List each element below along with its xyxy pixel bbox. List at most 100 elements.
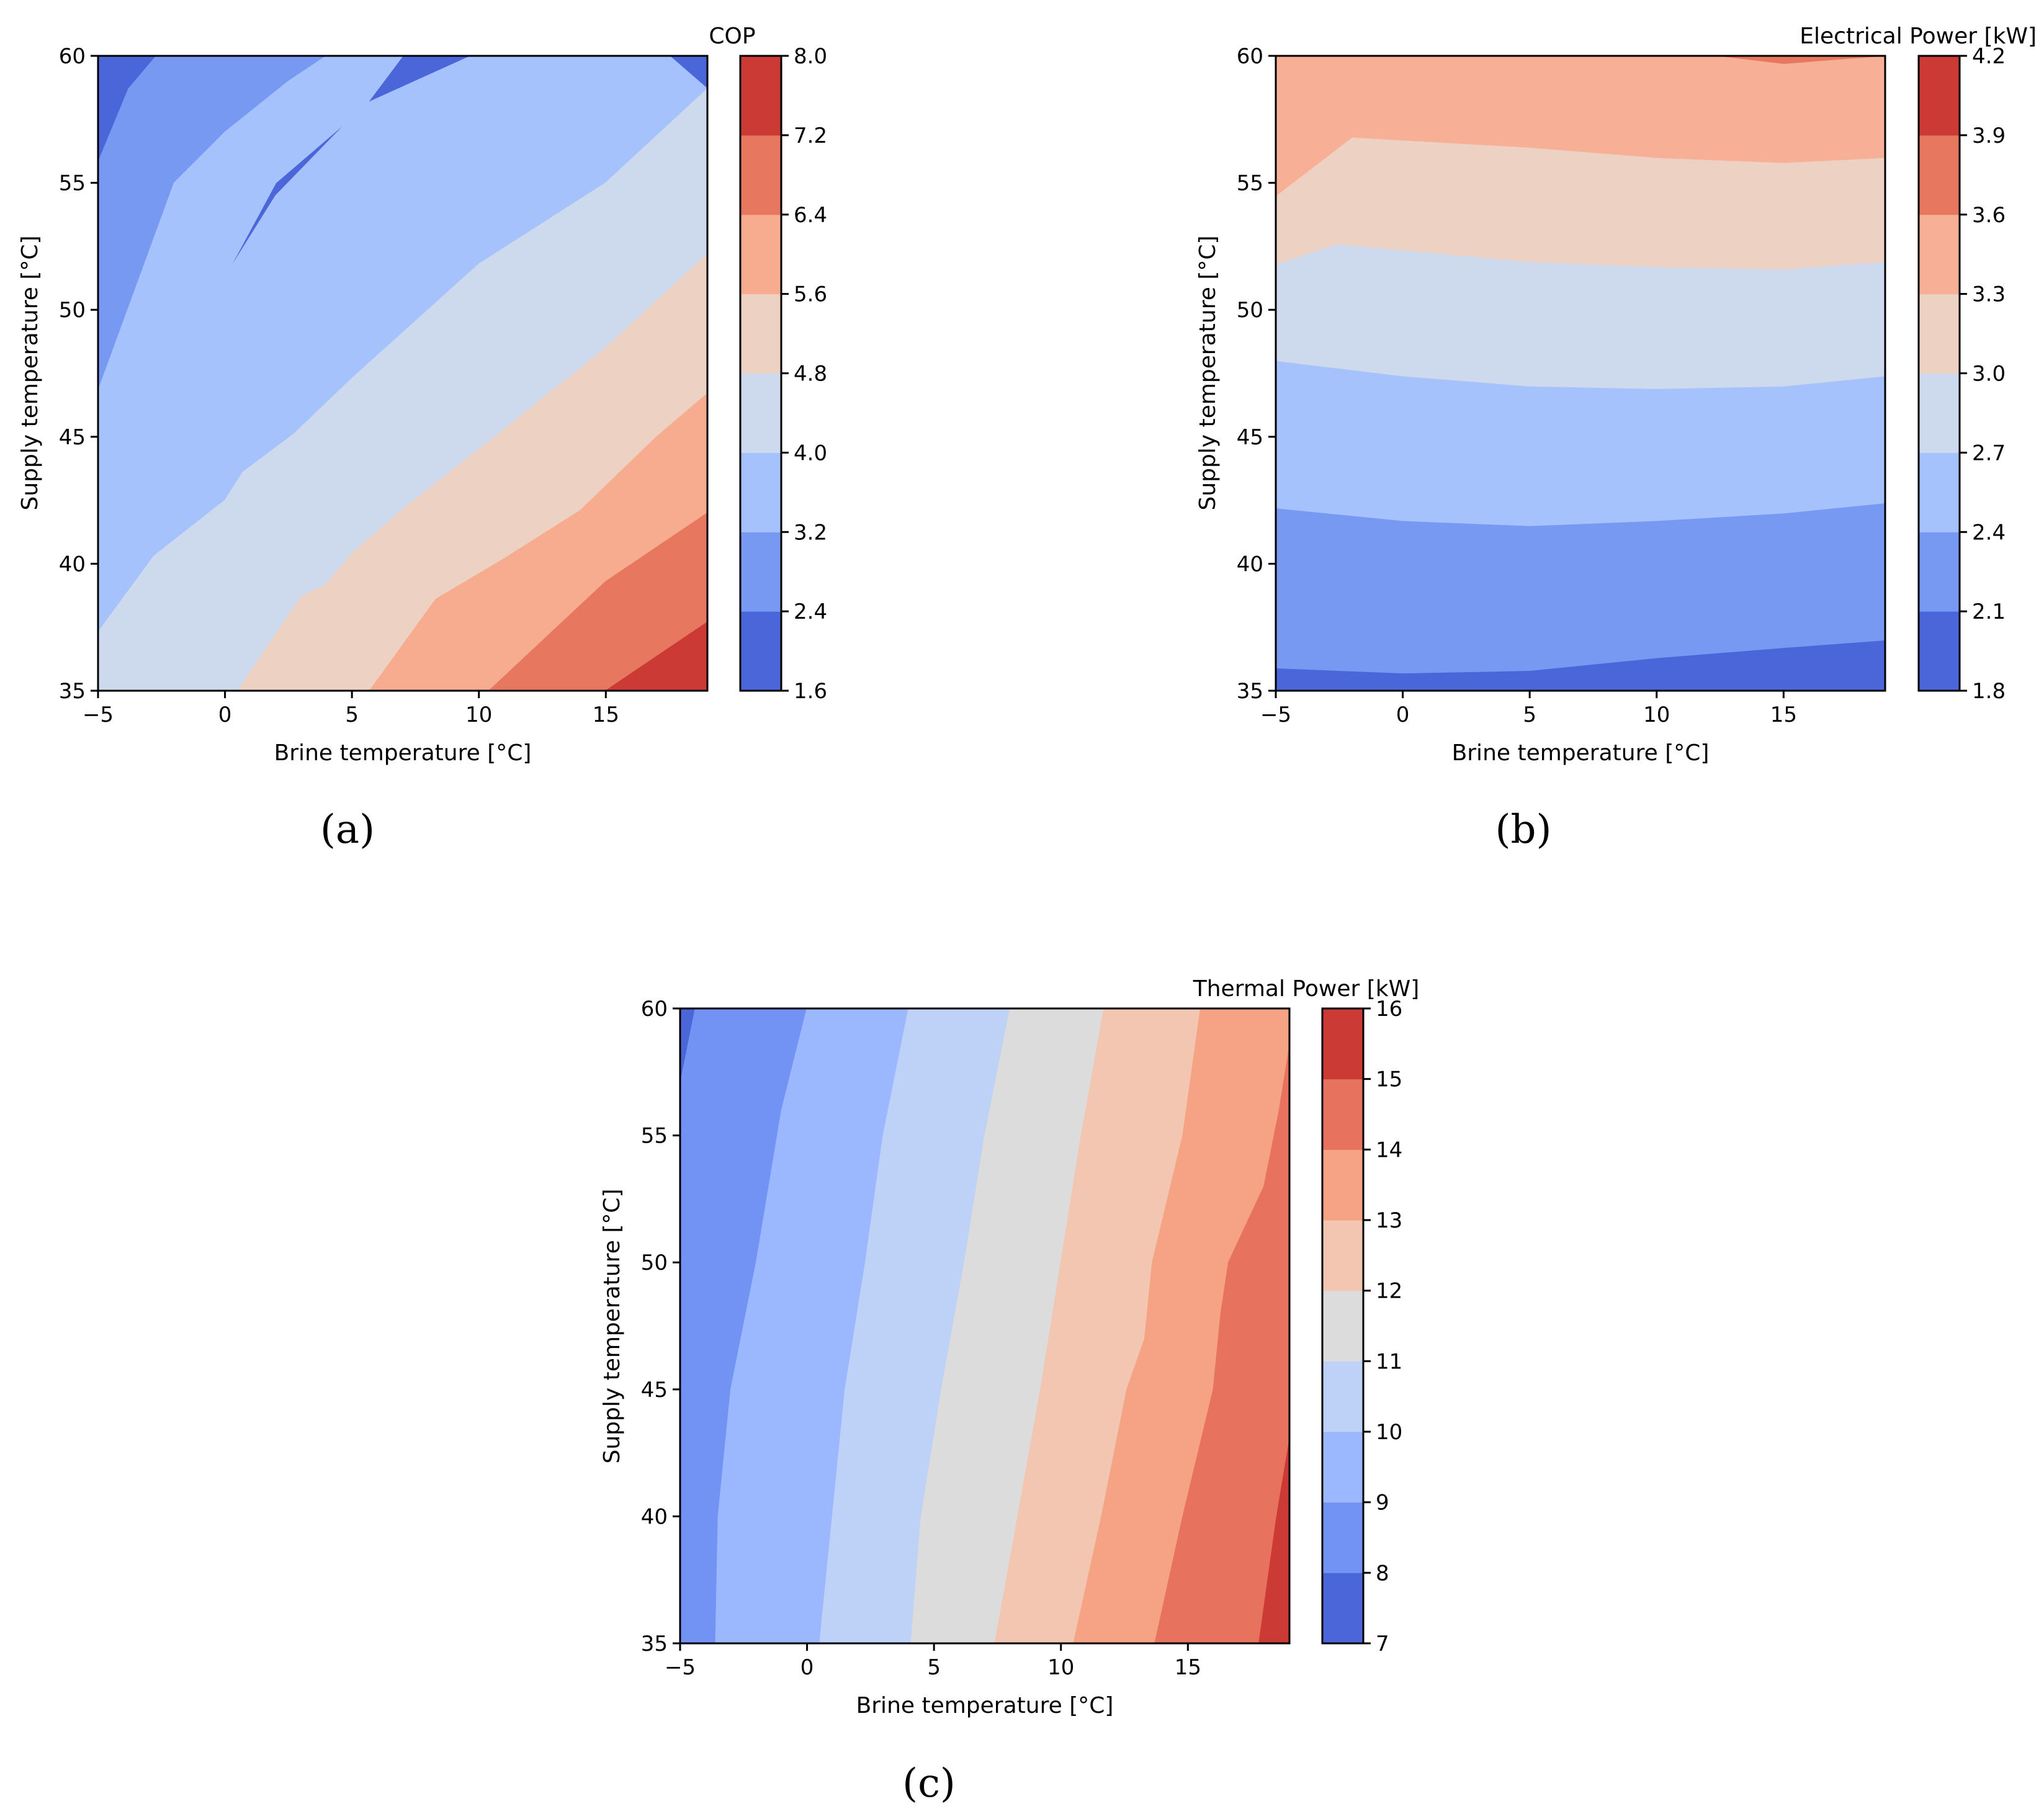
plot-c-colorbar: 7 8 9 10 11 12 13 14 15 16 bbox=[1322, 997, 1402, 1656]
plot-b-x-tick-label: −5 bbox=[1260, 703, 1291, 727]
panel-c-label: (c) bbox=[902, 1761, 956, 1807]
plot-a-colorbar-tick-label: 2.4 bbox=[794, 599, 827, 624]
plot-b-colorbar-tick-label: 2.7 bbox=[1972, 441, 2006, 465]
plot-c-x-label: Brine temperature [°C] bbox=[856, 1693, 1114, 1718]
plot-c-colorbar-segment bbox=[1322, 1432, 1363, 1503]
plot-c-x-tick-label: 15 bbox=[1175, 1655, 1201, 1680]
plot-a-y-tick-label: 50 bbox=[59, 298, 86, 323]
plot-b-x-tick-label: 15 bbox=[1770, 703, 1797, 727]
plot-c-colorbar-tick-label: 7 bbox=[1376, 1632, 1389, 1656]
plot-b-regions bbox=[1276, 56, 1885, 691]
plot-a-colorbar-segment bbox=[740, 373, 781, 453]
panel-a: −5 0 5 10 15 35 40 45 50 55 60 Brine temperature … bbox=[17, 24, 827, 853]
plot-b-colorbar-segment bbox=[1919, 214, 1960, 295]
plot-c-colorbar-segment bbox=[1322, 1573, 1363, 1644]
plot-a-y-tick-label: 45 bbox=[59, 425, 86, 450]
plot-a-frame bbox=[97, 55, 709, 692]
plot-b-colorbar-tick-label: 1.8 bbox=[1972, 679, 2006, 704]
plot-a-colorbar-title: COP bbox=[709, 24, 755, 49]
plot-c-y-tick-label: 40 bbox=[641, 1504, 668, 1529]
plot-b-colorbar-segment bbox=[1919, 611, 1960, 691]
plot-c-colorbar-tick-label: 14 bbox=[1376, 1138, 1402, 1162]
plot-a-colorbar-segment bbox=[740, 452, 781, 532]
plot-a-x-tick-label: 15 bbox=[593, 703, 619, 727]
plot-c-y-ticks: 35 40 45 50 55 60 bbox=[641, 997, 680, 1656]
plot-b-colorbar-tick-label: 4.2 bbox=[1972, 44, 2006, 69]
plot-c-colorbar-segment bbox=[1322, 1290, 1363, 1362]
plot-c-colorbar-tick-label: 16 bbox=[1376, 997, 1402, 1021]
plot-c-colorbar-segment bbox=[1322, 1361, 1363, 1432]
plot-b-colorbar-segment bbox=[1919, 452, 1960, 532]
plot-b-colorbar-segment bbox=[1919, 294, 1960, 374]
panel-b: −5 0 5 10 15 35 40 45 50 55 60 Brine temperature … bbox=[1195, 24, 2037, 853]
plot-b-colorbar-segment bbox=[1919, 135, 1960, 215]
plot-a-colorbar-tick-label: 3.2 bbox=[794, 520, 827, 545]
plot-a-colorbar-tick-label: 5.6 bbox=[794, 282, 827, 307]
plot-b-colorbar-tick-label: 2.4 bbox=[1972, 520, 2006, 545]
plot-b-y-tick-label: 60 bbox=[1237, 44, 1263, 69]
plot-c-x-ticks: −5 0 5 10 15 bbox=[665, 1643, 1201, 1680]
plot-c-y-tick-label: 35 bbox=[641, 1632, 668, 1656]
plot-a-colorbar-tick-label: 6.4 bbox=[794, 203, 827, 228]
plot-c-colorbar-tick-label: 12 bbox=[1376, 1279, 1402, 1304]
plot-a-colorbar-tick-label: 1.6 bbox=[794, 679, 827, 704]
plot-b-contour-region-5 bbox=[1276, 56, 1885, 197]
plot-a-x-tick-label: 0 bbox=[218, 703, 232, 727]
plot-c-colorbar-tick-label: 10 bbox=[1376, 1420, 1402, 1445]
plot-c-x-tick-label: 10 bbox=[1047, 1655, 1074, 1680]
plot-c-y-tick-label: 60 bbox=[641, 997, 668, 1021]
plot-a-y-tick-label: 55 bbox=[59, 171, 86, 196]
plot-a-colorbar-tick-label: 7.2 bbox=[794, 123, 827, 148]
plot-c-colorbar-tick-label: 9 bbox=[1376, 1491, 1389, 1515]
panel-b-label: (b) bbox=[1495, 807, 1552, 853]
plot-c-y-tick-label: 55 bbox=[641, 1124, 668, 1149]
plot-c-x-tick-label: 5 bbox=[927, 1655, 941, 1680]
plot-c-colorbar-tick-label: 8 bbox=[1376, 1561, 1389, 1586]
plot-a-colorbar: 1.6 2.4 3.2 4.0 4.8 5.6 6.4 7.2 8.0 bbox=[740, 44, 827, 704]
plot-a-colorbar-segment bbox=[740, 611, 781, 691]
plot-b-y-tick-label: 50 bbox=[1237, 298, 1263, 323]
plot-a-colorbar-segment bbox=[740, 135, 781, 215]
plot-b-x-tick-label: 5 bbox=[1523, 703, 1536, 727]
plot-a-colorbar-frame bbox=[739, 55, 782, 692]
plot-b-x-tick-label: 10 bbox=[1643, 703, 1670, 727]
plot-c-colorbar-segment bbox=[1322, 1079, 1363, 1150]
plot-a-colorbar-tick-label: 4.8 bbox=[794, 362, 827, 387]
plot-b-y-tick-label: 55 bbox=[1237, 171, 1263, 196]
plot-a-regions bbox=[98, 56, 707, 691]
plot-c-colorbar-segment bbox=[1322, 1008, 1363, 1080]
plot-a-y-ticks: 35 40 45 50 55 60 bbox=[59, 44, 98, 704]
plot-a-x-tick-label: −5 bbox=[83, 703, 114, 727]
plot-b-y-ticks: 35 40 45 50 55 60 bbox=[1237, 44, 1276, 704]
plot-c-colorbar-title: Thermal Power [kW] bbox=[1193, 976, 1420, 1002]
plot-c-y-tick-label: 45 bbox=[641, 1378, 668, 1403]
plot-b-x-label: Brine temperature [°C] bbox=[1452, 740, 1710, 766]
plot-b-colorbar-segment bbox=[1919, 373, 1960, 453]
plot-b-colorbar-tick-label: 2.1 bbox=[1972, 599, 2006, 624]
plot-b-y-tick-label: 40 bbox=[1237, 552, 1263, 577]
plot-c-colorbar-segment bbox=[1322, 1502, 1363, 1573]
plot-a-y-tick-label: 40 bbox=[59, 552, 86, 577]
plot-b-frame bbox=[1275, 55, 1886, 692]
plot-c-colorbar-tick-label: 15 bbox=[1376, 1067, 1402, 1092]
plot-a-colorbar-tick-label: 4.0 bbox=[794, 441, 827, 465]
plot-a-contour-region-7 bbox=[488, 512, 707, 691]
plot-a-colorbar-segment bbox=[740, 294, 781, 374]
plot-a-x-tick-label: 5 bbox=[345, 703, 359, 727]
plot-c-colorbar-segment bbox=[1322, 1149, 1363, 1221]
plot-a-y-label: Supply temperature [°C] bbox=[17, 235, 43, 510]
plot-b-colorbar-tick-label: 3.0 bbox=[1972, 362, 2006, 387]
plot-c-frame bbox=[679, 1007, 1291, 1645]
plot-a-x-ticks: −5 0 5 10 15 bbox=[83, 691, 619, 727]
plot-b-colorbar: 1.8 2.1 2.4 2.7 3.0 3.3 3.6 3.9 4.2 bbox=[1919, 44, 2006, 704]
plot-a-y-tick-label: 35 bbox=[59, 679, 86, 704]
plot-a-x-label: Brine temperature [°C] bbox=[274, 740, 532, 766]
plot-b-colorbar-tick-label: 3.6 bbox=[1972, 203, 2006, 228]
panel-c: −5 0 5 10 15 35 40 45 50 55 60 Brine temperature … bbox=[599, 976, 1419, 1807]
plot-c-colorbar-tick-label: 11 bbox=[1376, 1349, 1402, 1374]
plot-b-y-label: Supply temperature [°C] bbox=[1195, 235, 1221, 510]
plot-c-x-tick-label: −5 bbox=[665, 1655, 696, 1680]
plot-b-contour-region-6 bbox=[1719, 56, 1885, 65]
plot-c-regions bbox=[680, 1008, 1289, 1643]
